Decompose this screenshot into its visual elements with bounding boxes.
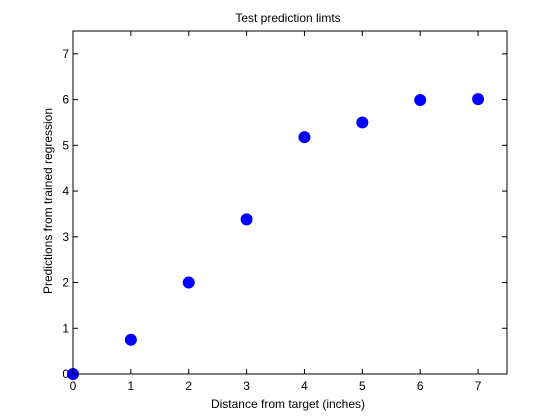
y-tick-label: 1 (62, 321, 69, 335)
x-tick-label: 5 (359, 379, 366, 393)
x-tick-label: 0 (70, 379, 77, 393)
y-axis-ticks: 0 1 2 3 4 5 6 7 (62, 47, 507, 381)
data-point (472, 93, 485, 106)
x-tick-label: 2 (185, 379, 192, 393)
data-point (124, 333, 137, 346)
x-tick-label: 6 (417, 379, 424, 393)
chart-title: Test prediction limts (235, 11, 340, 25)
data-point (414, 94, 427, 107)
plot-area-frame (72, 30, 508, 375)
y-tick-label: 6 (62, 93, 69, 107)
x-tick-label: 1 (128, 379, 135, 393)
data-point (240, 213, 253, 226)
y-axis-label: Predictions from trained regression (41, 108, 55, 294)
y-tick-label: 3 (62, 230, 69, 244)
x-axis-ticks: 0 1 2 3 4 5 6 7 (70, 31, 482, 393)
x-tick-label: 4 (301, 379, 308, 393)
x-axis-label: Distance from target (inches) (211, 397, 365, 411)
y-tick-label: 5 (62, 138, 69, 152)
data-point (356, 116, 369, 129)
y-tick-label: 0 (62, 367, 69, 381)
data-point (298, 131, 311, 144)
scatter-points (67, 93, 485, 380)
y-tick-label: 4 (62, 184, 69, 198)
y-tick-label: 2 (62, 276, 69, 290)
x-tick-label: 7 (475, 379, 482, 393)
y-tick-label: 7 (62, 47, 69, 61)
x-tick-label: 3 (243, 379, 250, 393)
data-point (182, 276, 195, 289)
